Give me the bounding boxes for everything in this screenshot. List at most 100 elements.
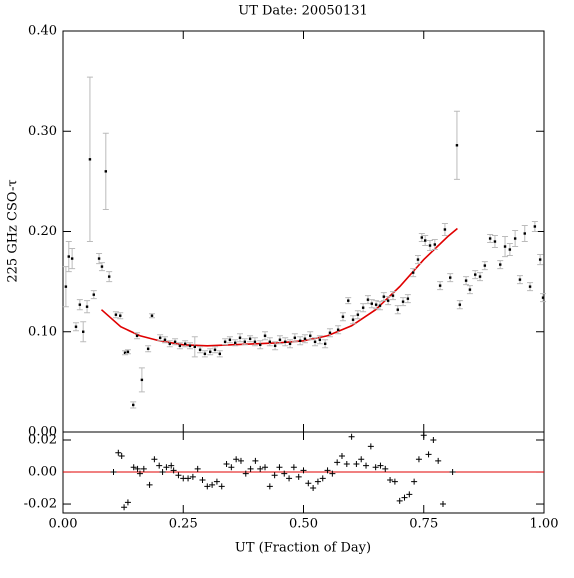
residual-point	[295, 473, 302, 480]
data-point	[223, 340, 227, 343]
residual-point	[242, 470, 249, 477]
residual-point	[310, 485, 317, 492]
data-point	[411, 271, 415, 274]
data-point	[183, 342, 187, 345]
residual-point	[406, 491, 413, 498]
residual-point	[266, 483, 273, 490]
residual-point	[213, 478, 220, 485]
fit-line	[100, 227, 458, 347]
data-point	[248, 337, 252, 340]
residual-point	[262, 464, 269, 471]
data-point	[396, 308, 399, 311]
data-point	[150, 314, 154, 317]
data-point	[528, 285, 532, 288]
data-point	[173, 340, 177, 343]
data-point	[243, 340, 247, 343]
data-point	[458, 303, 462, 306]
data-point	[423, 239, 427, 242]
residual-point	[367, 443, 374, 450]
data-point	[303, 337, 307, 340]
data-point	[356, 313, 360, 316]
residual-point	[439, 501, 446, 508]
data-point	[107, 275, 111, 278]
residual-point	[121, 504, 128, 511]
residual-point	[110, 469, 117, 476]
residual-point	[185, 475, 192, 482]
data-point	[119, 314, 122, 317]
residual-point	[130, 464, 137, 471]
data-point	[82, 330, 85, 333]
residual-point	[276, 464, 283, 471]
x-tick-label: 0.75	[409, 517, 438, 532]
data-point	[503, 245, 507, 248]
data-point	[533, 225, 537, 228]
data-point	[309, 334, 312, 337]
data-point	[92, 293, 95, 296]
data-point	[518, 278, 522, 281]
data-point	[158, 336, 162, 339]
y-axis-label: 225 GHz CSO-τ	[6, 179, 21, 282]
residual-point	[271, 472, 278, 479]
data-point	[97, 257, 101, 260]
data-point	[382, 295, 386, 298]
data-point	[78, 303, 82, 306]
residual-point	[237, 457, 244, 464]
data-point	[406, 297, 410, 300]
residual-point	[124, 499, 131, 506]
residual-point	[189, 473, 196, 480]
y-tick-label: 0.30	[28, 124, 57, 139]
data-point	[67, 255, 70, 258]
data-point	[74, 325, 78, 328]
residual-point	[338, 453, 345, 460]
residual-point	[363, 462, 370, 469]
data-point	[268, 340, 272, 343]
data-point	[163, 338, 167, 341]
data-point	[438, 284, 442, 287]
data-point	[188, 344, 192, 347]
data-point	[336, 328, 340, 331]
data-point	[135, 334, 139, 337]
residual-point	[257, 465, 264, 472]
residual-point	[396, 497, 403, 504]
data-point	[416, 258, 420, 261]
data-point	[328, 331, 332, 334]
residual-point	[163, 464, 170, 471]
top-frame	[62, 30, 545, 433]
residual-point	[353, 461, 360, 468]
data-point	[468, 288, 472, 291]
data-point	[198, 348, 202, 351]
data-point	[370, 302, 374, 305]
y-tick-label: 0.00	[28, 425, 57, 440]
data-point	[455, 144, 459, 147]
data-point	[433, 243, 437, 246]
data-point	[288, 342, 292, 345]
data-point	[273, 344, 277, 347]
residual-point	[159, 469, 166, 476]
residual-point	[420, 432, 427, 439]
data-point	[499, 263, 502, 266]
residual-point	[118, 453, 125, 460]
residual-point	[247, 465, 254, 472]
residual-point	[199, 477, 206, 484]
data-point	[123, 351, 127, 355]
residual-point	[387, 477, 394, 484]
data-point	[378, 304, 382, 307]
y-tick-label: 0.40	[28, 24, 57, 39]
data-point	[386, 299, 390, 302]
residual-point	[175, 472, 182, 479]
data-point	[478, 275, 482, 278]
residual-point	[252, 457, 259, 464]
residual-point	[334, 459, 341, 466]
data-point	[259, 343, 262, 346]
data-point	[374, 303, 378, 306]
residual-point	[391, 478, 398, 485]
y-tick-label: -0.02	[24, 497, 57, 512]
data-point	[278, 338, 282, 341]
residual-point	[435, 457, 442, 464]
residual-point	[415, 456, 422, 463]
residual-point	[411, 478, 418, 485]
residual-point	[314, 478, 321, 485]
y-tick-label: 0.02	[28, 433, 57, 448]
data-point	[513, 237, 517, 240]
